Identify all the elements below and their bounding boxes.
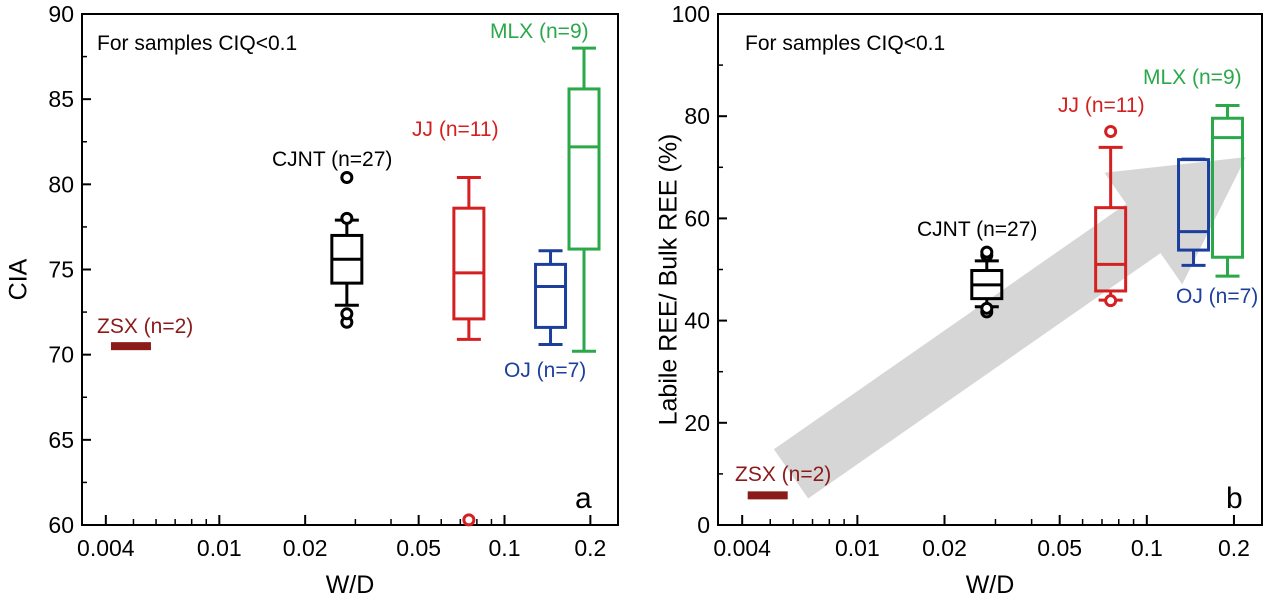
series-1: CJNT (n=27) <box>917 218 1037 319</box>
series-0: ZSX (n=2) <box>97 315 193 351</box>
x-tick-label: 0.004 <box>77 535 135 561</box>
outlier-point <box>1104 294 1118 308</box>
series-label: OJ (n=7) <box>1176 285 1258 308</box>
x-tick-label: 0.05 <box>396 535 441 561</box>
sample-note: For samples CIQ<0.1 <box>97 32 297 55</box>
panel-b: 0 20 40 60 80 100 0.004 0.01 0.02 0.05 0.1 0.2 W/D La… <box>655 1 1263 595</box>
range-bar <box>747 491 788 500</box>
x-tick-label: 0.05 <box>1037 535 1082 561</box>
x-tick-label: 0.02 <box>922 535 967 561</box>
box-iqr <box>1211 116 1245 259</box>
series-label: CJNT (n=27) <box>272 148 392 171</box>
series-4: MLX (n=9) <box>1143 66 1245 278</box>
box-iqr <box>1177 158 1211 252</box>
x-axis-title: W/D <box>966 571 1015 595</box>
y-axis-title: Labile REE/ Bulk REE (%) <box>655 134 683 426</box>
panel-letter: b <box>1226 482 1243 515</box>
series-1: CJNT (n=27) <box>272 148 392 329</box>
box-iqr <box>534 262 568 329</box>
series-label: OJ (n=7) <box>504 359 586 382</box>
series-label: JJ (n=11) <box>412 118 499 141</box>
series-3: OJ (n=7) <box>1176 157 1258 308</box>
y-tick-label: 100 <box>672 1 710 27</box>
series-label: JJ (n=11) <box>1058 94 1145 117</box>
outlier-point <box>980 301 994 315</box>
trend-arrow <box>773 157 1246 499</box>
y-tick-label: 65 <box>48 427 74 453</box>
y-tick-label: 80 <box>684 103 710 129</box>
y-tick-label: 90 <box>48 1 74 27</box>
x-tick-label: 0.2 <box>574 535 606 561</box>
plot-frame <box>81 13 619 526</box>
box-iqr <box>1094 206 1128 293</box>
series-label: MLX (n=9) <box>490 20 589 43</box>
series-3: OJ (n=7) <box>504 249 586 382</box>
y-tick-label: 60 <box>684 205 710 231</box>
series-0: ZSX (n=2) <box>735 463 831 500</box>
x-tick-label: 0.02 <box>283 535 328 561</box>
outlier-point <box>462 513 476 527</box>
box-iqr <box>567 87 601 251</box>
panel-a: 60 65 70 75 80 85 90 0.004 0.01 0.02 0.05 0.1 0.2 W/D… <box>5 1 619 595</box>
outlier-point <box>1104 125 1118 139</box>
series-2: JJ (n=11) <box>1058 94 1145 308</box>
y-tick-label: 75 <box>48 257 74 283</box>
y-tick-label: 80 <box>48 171 74 197</box>
box-iqr <box>452 206 486 321</box>
y-tick-label: 70 <box>48 342 74 368</box>
x-axis-title: W/D <box>326 571 375 595</box>
series-label: CJNT (n=27) <box>917 218 1037 241</box>
outlier-point <box>980 245 994 259</box>
y-tick-label: 60 <box>48 512 74 538</box>
y-tick-label: 20 <box>684 410 710 436</box>
series-label: ZSX (n=2) <box>97 315 193 338</box>
series-label: ZSX (n=2) <box>735 463 831 486</box>
y-tick-label: 85 <box>48 86 74 112</box>
x-tick-label: 0.004 <box>713 535 771 561</box>
x-tick-label: 0.01 <box>835 535 880 561</box>
series-4: MLX (n=9) <box>490 20 601 353</box>
sample-note: For samples CIQ<0.1 <box>745 32 945 55</box>
panel-letter: a <box>575 482 592 515</box>
outlier-point <box>340 171 354 185</box>
x-tick-label: 0.2 <box>1218 535 1250 561</box>
outlier-point <box>340 211 354 225</box>
y-axis-title: CIA <box>5 258 33 300</box>
outlier-point <box>340 307 354 321</box>
range-bar <box>110 342 151 351</box>
x-tick-label: 0.1 <box>489 535 521 561</box>
series-label: MLX (n=9) <box>1143 66 1242 89</box>
series-2: JJ (n=11) <box>412 118 499 527</box>
y-tick-label: 0 <box>697 512 710 538</box>
x-tick-label: 0.1 <box>1131 535 1163 561</box>
y-tick-label: 40 <box>684 308 710 334</box>
x-tick-label: 0.01 <box>197 535 242 561</box>
